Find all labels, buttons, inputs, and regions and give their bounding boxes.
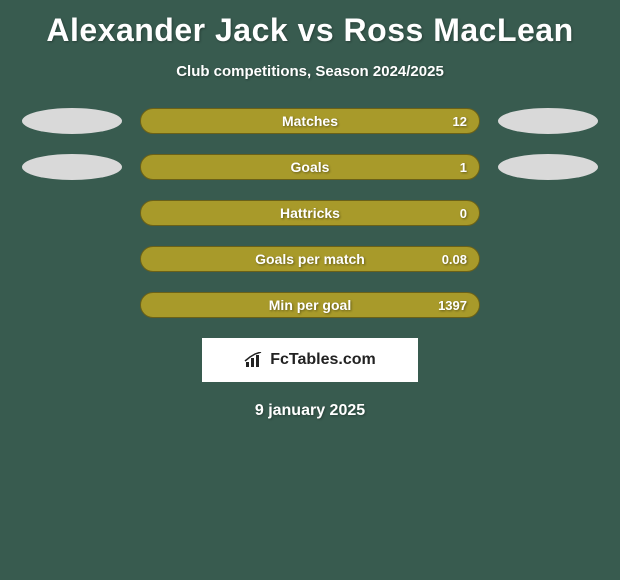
stat-bar: Goals per match0.08 <box>140 246 480 272</box>
stat-label: Goals per match <box>141 251 479 267</box>
logo-box: FcTables.com <box>202 338 418 382</box>
logo-content: FcTables.com <box>244 351 376 369</box>
stat-row: Min per goal1397 <box>0 292 620 318</box>
stat-bar: Matches12 <box>140 108 480 134</box>
ellipse-left <box>22 154 122 180</box>
stat-value: 1 <box>460 160 467 175</box>
stat-value: 0.08 <box>442 252 467 267</box>
stat-bar: Hattricks0 <box>140 200 480 226</box>
date-line: 9 january 2025 <box>0 402 620 420</box>
logo-text: FcTables.com <box>270 351 376 369</box>
stat-label: Min per goal <box>141 297 479 313</box>
bar-chart-icon <box>244 352 264 368</box>
stat-label: Hattricks <box>141 205 479 221</box>
stat-row: Hattricks0 <box>0 200 620 226</box>
page-title: Alexander Jack vs Ross MacLean <box>0 0 620 49</box>
ellipse-left <box>22 108 122 134</box>
subtitle: Club competitions, Season 2024/2025 <box>0 63 620 80</box>
stat-value: 0 <box>460 206 467 221</box>
stat-value: 1397 <box>438 298 467 313</box>
stat-value: 12 <box>453 114 467 129</box>
stat-row: Goals1 <box>0 154 620 180</box>
stat-label: Goals <box>141 159 479 175</box>
stat-bar: Goals1 <box>140 154 480 180</box>
stat-label: Matches <box>141 113 479 129</box>
stats-area: Matches12 Goals1 Hattricks0 Goals per match… <box>0 108 620 318</box>
stat-bar: Min per goal1397 <box>140 292 480 318</box>
ellipse-right <box>498 154 598 180</box>
ellipse-right <box>498 108 598 134</box>
stat-row: Goals per match0.08 <box>0 246 620 272</box>
stat-row: Matches12 <box>0 108 620 134</box>
